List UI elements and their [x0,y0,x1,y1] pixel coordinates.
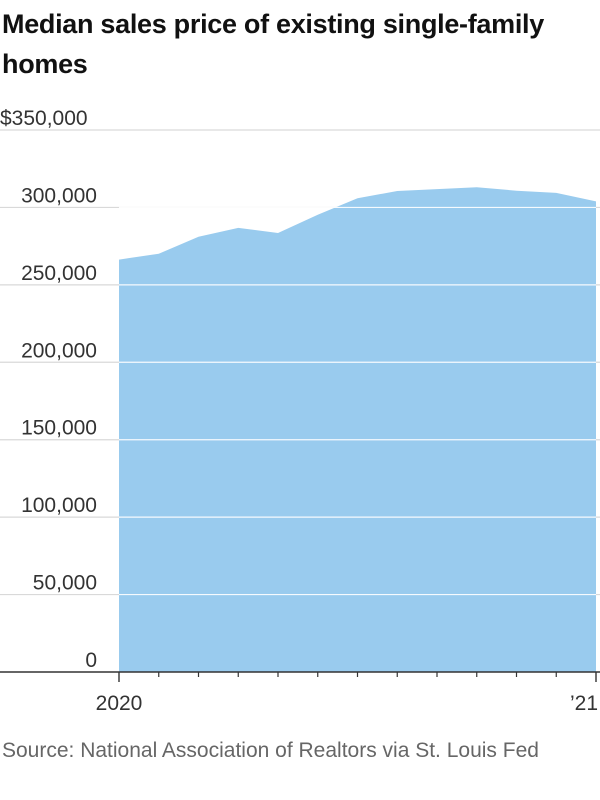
source-note: Source: National Association of Realtors… [2,739,539,762]
y-tick-label: 300,000 [21,184,97,207]
chart-title: Median sales price of existing single-fa… [2,9,544,79]
x-axis-ticks: 2020 ’21 [96,672,598,715]
y-tick-label: 50,000 [33,572,97,595]
x-tick-label: 2020 [96,692,143,715]
y-tick-label: 100,000 [21,494,97,517]
x-tick-label: ’21 [570,692,598,715]
y-tick-label: 150,000 [21,417,97,440]
y-axis-labels: $350,000 300,000 250,000 200,000 150,000 100,… [0,107,97,672]
area-series [119,187,596,673]
y-tick-label: 250,000 [21,262,97,285]
y-tick-label: 0 [85,649,97,672]
y-tick-label: $350,000 [0,107,88,130]
y-tick-label: 200,000 [21,339,97,362]
area-chart: $350,000 300,000 250,000 200,000 150,000 100,… [0,107,600,715]
